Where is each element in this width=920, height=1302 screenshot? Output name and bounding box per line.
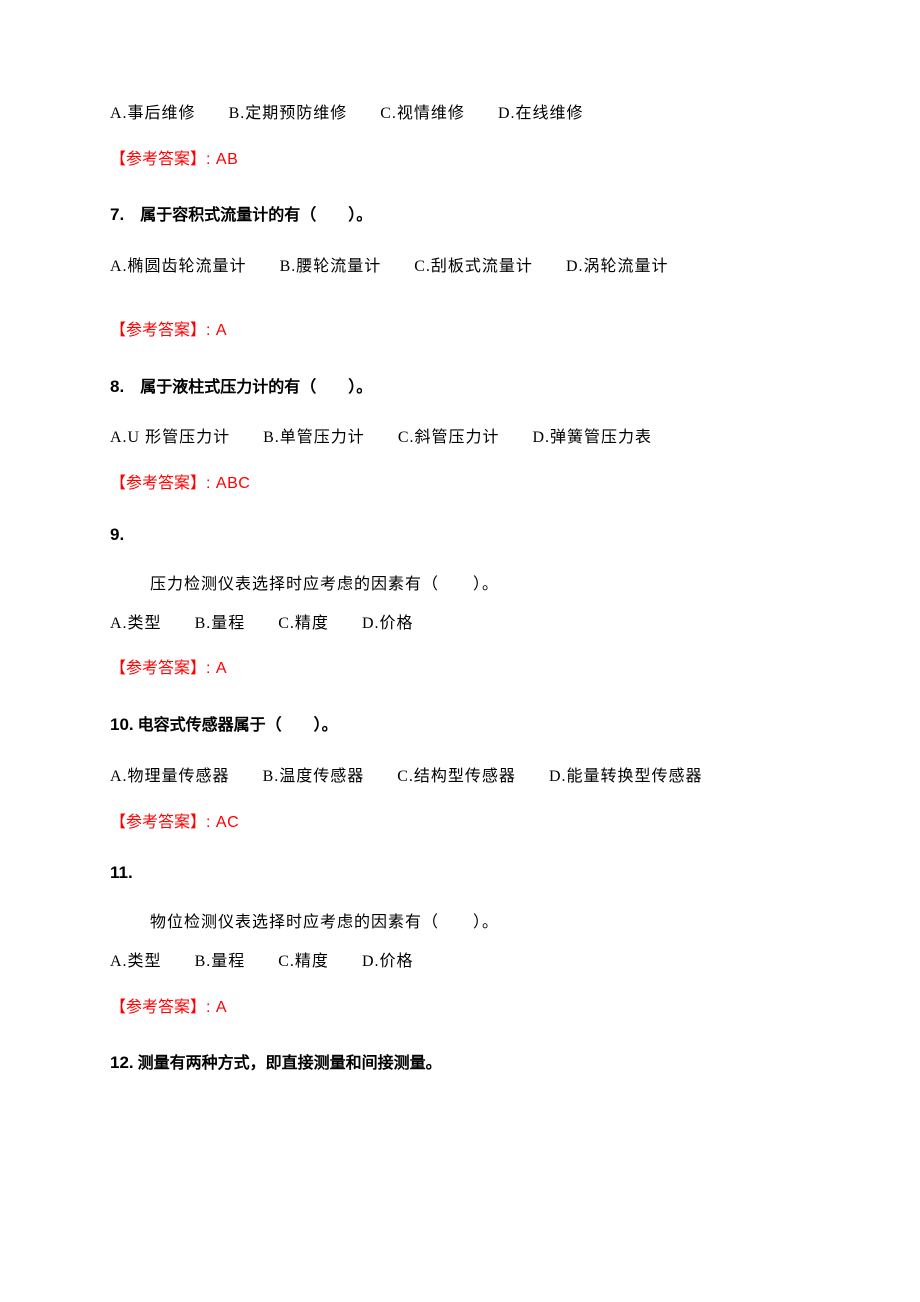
q12-title: 测量有两种方式，即直接测量和间接测量。: [138, 1055, 442, 1072]
q10-option-b: B.温度传感器: [263, 768, 365, 785]
q11-option-c: C.精度: [278, 953, 329, 970]
q11-number: 11.: [110, 863, 810, 883]
q11-stem: 物位检测仪表选择时应考虑的因素有（ ）。: [110, 909, 810, 938]
q9-number: 9.: [110, 525, 810, 545]
q9-answer-label: 【参考答案】: [110, 660, 206, 677]
q10-answer: 【参考答案】: AC: [110, 810, 810, 836]
q8-title: 属于液柱式压力计的有（ ）。: [140, 379, 372, 396]
q8-number: 8.: [110, 377, 124, 396]
q9-option-c: C.精度: [278, 615, 329, 632]
q10-option-d: D.能量转换型传感器: [549, 768, 703, 785]
q10-options: A.物理量传感器 B.温度传感器 C.结构型传感器 D.能量转换型传感器: [110, 763, 810, 792]
q8-option-b: B.单管压力计: [263, 429, 365, 446]
q10-option-c: C.结构型传感器: [397, 768, 516, 785]
question-9: 9. 压力检测仪表选择时应考虑的因素有（ ）。 A.类型 B.量程 C.精度 D…: [110, 525, 810, 682]
q6-option-b: B.定期预防维修: [229, 105, 348, 122]
q6-option-c: C.视情维修: [380, 105, 465, 122]
q6-option-d: D.在线维修: [498, 105, 584, 122]
q9-options: A.类型 B.量程 C.精度 D.价格: [110, 610, 810, 639]
q8-options: A.U 形管压力计 B.单管压力计 C.斜管压力计 D.弹簧管压力表: [110, 424, 810, 453]
q11-options: A.类型 B.量程 C.精度 D.价格: [110, 948, 810, 977]
q9-answer-value: : A: [206, 660, 227, 677]
q7-answer-label: 【参考答案】: [110, 322, 206, 339]
question-6-tail: A.事后维修 B.定期预防维修 C.视情维修 D.在线维修 【参考答案】: AB: [110, 100, 810, 172]
q11-option-d: D.价格: [362, 953, 414, 970]
q9-option-a: A.类型: [110, 615, 162, 632]
question-7: 7. 属于容积式流量计的有（ ）。 A.椭圆齿轮流量计 B.腰轮流量计 C.刮板…: [110, 200, 810, 343]
q7-number: 7.: [110, 205, 124, 224]
q12-title-line: 12. 测量有两种方式，即直接测量和间接测量。: [110, 1048, 810, 1079]
q7-title-line: 7. 属于容积式流量计的有（ ）。: [110, 200, 810, 231]
q10-title-line: 10. 电容式传感器属于（ ）。: [110, 710, 810, 741]
q7-option-d: D.涡轮流量计: [566, 258, 669, 275]
q10-answer-value: : AC: [206, 814, 239, 831]
q8-answer-value: : ABC: [206, 475, 250, 492]
q7-answer-value: : A: [206, 322, 227, 339]
q8-answer-label: 【参考答案】: [110, 475, 206, 492]
q10-title: 电容式传感器属于（ ）。: [138, 717, 338, 734]
q6-options: A.事后维修 B.定期预防维修 C.视情维修 D.在线维修: [110, 100, 810, 129]
q8-title-line: 8. 属于液柱式压力计的有（ ）。: [110, 372, 810, 403]
q8-option-a: A.U 形管压力计: [110, 429, 230, 446]
q7-option-c: C.刮板式流量计: [414, 258, 533, 275]
q7-answer: 【参考答案】: A: [110, 318, 810, 344]
question-12: 12. 测量有两种方式，即直接测量和间接测量。: [110, 1048, 810, 1079]
q11-option-b: B.量程: [195, 953, 246, 970]
q10-option-a: A.物理量传感器: [110, 768, 230, 785]
question-10: 10. 电容式传感器属于（ ）。 A.物理量传感器 B.温度传感器 C.结构型传…: [110, 710, 810, 835]
question-8: 8. 属于液柱式压力计的有（ ）。 A.U 形管压力计 B.单管压力计 C.斜管…: [110, 372, 810, 497]
q7-options: A.椭圆齿轮流量计 B.腰轮流量计 C.刮板式流量计 D.涡轮流量计: [110, 253, 810, 282]
q8-option-c: C.斜管压力计: [398, 429, 500, 446]
q12-number: 12.: [110, 1053, 134, 1072]
q7-title: 属于容积式流量计的有（ ）。: [140, 207, 372, 224]
q9-answer: 【参考答案】: A: [110, 656, 810, 682]
q9-option-b: B.量程: [195, 615, 246, 632]
q7-option-a: A.椭圆齿轮流量计: [110, 258, 247, 275]
q9-stem: 压力检测仪表选择时应考虑的因素有（ ）。: [110, 571, 810, 600]
q7-option-b: B.腰轮流量计: [280, 258, 382, 275]
q11-answer-value: : A: [206, 999, 227, 1016]
q9-option-d: D.价格: [362, 615, 414, 632]
q6-answer-label: 【参考答案】: [110, 151, 206, 168]
q6-option-a: A.事后维修: [110, 105, 196, 122]
question-11: 11. 物位检测仪表选择时应考虑的因素有（ ）。 A.类型 B.量程 C.精度 …: [110, 863, 810, 1020]
q11-answer: 【参考答案】: A: [110, 995, 810, 1021]
q11-option-a: A.类型: [110, 953, 162, 970]
q8-option-d: D.弹簧管压力表: [533, 429, 653, 446]
q8-answer: 【参考答案】: ABC: [110, 471, 810, 497]
q10-answer-label: 【参考答案】: [110, 814, 206, 831]
q10-number: 10.: [110, 715, 134, 734]
q6-answer-value: : AB: [206, 151, 238, 168]
q11-answer-label: 【参考答案】: [110, 999, 206, 1016]
q6-answer: 【参考答案】: AB: [110, 147, 810, 173]
